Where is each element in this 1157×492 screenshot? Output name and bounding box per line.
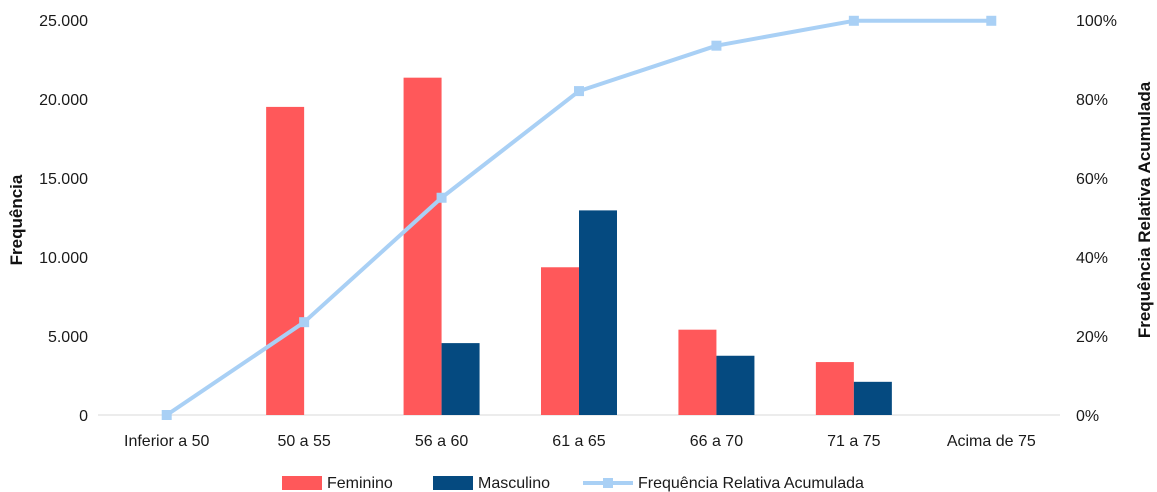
cumulative-point [574,86,584,97]
bar-feminino [266,106,305,416]
y2-tick-label: 20% [1076,329,1108,346]
x-tick-label: 71 a 75 [827,433,880,450]
cumulative-line [161,15,997,420]
y2-tick-label: 60% [1076,171,1108,188]
y-tick-label: 10.000 [39,250,88,267]
x-tick-label: 61 a 65 [552,433,605,450]
legend-swatch-marker [603,478,613,488]
x-tick-label: 56 a 60 [415,433,468,450]
bar-feminino [403,77,442,416]
bar-feminino [815,362,854,415]
legend: Feminino Masculino Frequência Relativa A… [282,475,864,492]
cumulative-point [986,15,997,26]
y2-tick-label: 40% [1076,250,1108,267]
legend-label-feminino: Feminino [327,475,393,492]
y-axis-title: Frequência [7,174,26,265]
x-tick-label: Acima de 75 [947,433,1036,450]
y-tick-label: 0 [79,408,88,425]
legend-label-masculino: Masculino [478,475,550,492]
right-axis-ticks: 0% 20% 40% 60% 80% 100% [1076,13,1117,425]
cumulative-point [711,40,722,51]
y-tick-label: 5.000 [48,329,88,346]
left-axis-ticks: 0 5.000 10.000 15.000 20.000 25.000 [39,13,88,425]
bar-masculino [716,355,755,415]
y-tick-label: 15.000 [39,171,88,188]
bar-masculino [441,343,480,415]
bars [266,77,892,416]
bar-feminino [541,267,579,415]
cumulative-point [299,317,310,328]
cumulative-point [848,15,859,26]
x-tick-label: Inferior a 50 [124,433,209,450]
bar-masculino [853,381,892,415]
cumulative-point [436,192,447,203]
x-tick-label: 50 a 55 [277,433,330,450]
y-tick-label: 25.000 [39,13,88,30]
y2-tick-label: 100% [1076,13,1117,30]
bar-feminino [678,329,717,415]
legend-label-cumulative: Frequência Relativa Acumulada [638,475,864,492]
y-tick-label: 20.000 [39,92,88,109]
y2-axis-title: Frequência Relativa Acumulada [1135,81,1154,338]
cumulative-point [161,410,172,420]
x-axis-ticks: Inferior a 50 50 a 55 56 a 60 61 a 65 66 a 7… [124,433,1036,450]
legend-swatch-masculino [433,476,473,490]
x-tick-label: 66 a 70 [690,433,743,450]
y2-tick-label: 80% [1076,92,1108,109]
bar-masculino [579,210,617,415]
y2-tick-label: 0% [1076,408,1099,425]
legend-swatch-feminino [282,476,322,490]
